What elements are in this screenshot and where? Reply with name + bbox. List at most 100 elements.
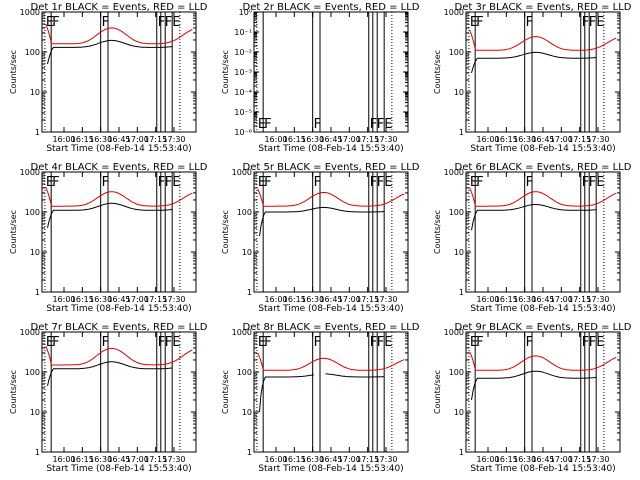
panel-title: Det 4r BLACK = Events, RED = LLD	[31, 162, 208, 173]
y-tick-label: 1000	[232, 168, 252, 177]
x-tick-label: 16:00	[264, 295, 287, 304]
x-tick-label: 16:00	[264, 455, 287, 464]
panel-det-5: Det 5r BLACK = Events, RED = LLD 1 10 100 10…	[221, 162, 420, 314]
flag-label: E	[470, 335, 478, 350]
x-tick-label: 16:45	[319, 295, 342, 304]
x-tick-label: 17:30	[374, 455, 397, 464]
panel-title: Det 7r BLACK = Events, RED = LLD	[31, 322, 208, 333]
series-events	[47, 202, 173, 229]
y-tick-label: 1000	[20, 328, 40, 337]
panel-det-1: Det 1r BLACK = Events, RED = LLD 1 10 100 10…	[9, 2, 208, 154]
x-tick-label: 17:30	[586, 455, 609, 464]
flag-label: F	[158, 335, 165, 350]
x-axis-label: Start Time (08-Feb-14 15:53:40)	[470, 464, 615, 474]
flag-label: F	[370, 175, 377, 190]
x-tick-label: 17:30	[162, 135, 185, 144]
series-events	[471, 204, 597, 231]
x-axis-label: Start Time (08-Feb-14 15:53:40)	[258, 304, 403, 314]
y-tick-label: 10⁻⁶	[234, 128, 252, 137]
series-lld	[469, 187, 617, 207]
x-tick-label: 17:15	[568, 455, 591, 464]
x-axis-label: Start Time (08-Feb-14 15:53:40)	[470, 304, 615, 314]
series-lld	[45, 23, 193, 45]
y-axis-label: Counts/sec	[221, 370, 230, 414]
flag-label: F	[52, 175, 59, 190]
y-tick-label: 100	[237, 368, 252, 377]
flag-label: F	[314, 175, 321, 190]
y-tick-label: 100	[449, 48, 464, 57]
flag-label: F	[52, 15, 59, 30]
series-events	[471, 370, 597, 401]
x-tick-label: 17:15	[144, 135, 167, 144]
flag-label: E	[258, 117, 266, 132]
plot-frame	[465, 331, 621, 453]
x-tick-label: 16:15	[495, 295, 518, 304]
x-tick-label: 16:45	[531, 295, 554, 304]
flag-label: E	[470, 15, 478, 30]
flag-label: F	[526, 175, 533, 190]
series-lld	[257, 352, 405, 371]
x-tick-label: 16:00	[52, 135, 75, 144]
flag-label: F	[526, 335, 533, 350]
x-tick-label: 17:30	[586, 135, 609, 144]
x-tick-label: 17:00	[550, 295, 573, 304]
series-lld	[469, 30, 617, 51]
x-tick-label: 17:15	[568, 295, 591, 304]
plot-frame	[253, 171, 409, 293]
flag-label: F	[264, 117, 271, 132]
y-axis-label: Counts/sec	[433, 210, 442, 254]
flag-label: F	[370, 335, 377, 350]
y-tick-label: 10	[242, 408, 252, 417]
y-tick-label: 1000	[444, 328, 464, 337]
y-axis-label: Counts/sec	[221, 210, 230, 254]
x-tick-label: 17:15	[356, 135, 379, 144]
panel-det-8: Det 8r BLACK = Events, RED = LLD 1 10 100 10…	[221, 322, 420, 474]
flag-label: E	[46, 175, 54, 190]
y-tick-label: 1	[35, 448, 40, 457]
y-axis-label: Counts/sec	[9, 370, 18, 414]
y-tick-label: 100	[25, 48, 40, 57]
y-tick-label: 10⁻²	[234, 48, 252, 57]
y-tick-label: 10⁻⁵	[234, 108, 252, 117]
panel-title: Det 5r BLACK = Events, RED = LLD	[243, 162, 420, 173]
flag-label: E	[258, 335, 266, 350]
flag-label: F	[476, 15, 483, 30]
y-tick-label: 10	[242, 248, 252, 257]
x-tick-label: 16:45	[531, 455, 554, 464]
flag-label: F	[370, 117, 377, 132]
y-tick-label: 1	[459, 448, 464, 457]
y-tick-label: 1000	[444, 168, 464, 177]
flag-label: FE	[589, 335, 605, 350]
plot-frame	[253, 331, 409, 453]
x-tick-label: 17:00	[550, 135, 573, 144]
x-tick-label: 17:15	[356, 455, 379, 464]
y-tick-label: 10⁻³	[234, 68, 252, 77]
flag-label: FE	[589, 15, 605, 30]
plot-frame	[253, 11, 409, 133]
y-tick-label: 1000	[20, 168, 40, 177]
flag-label: F	[314, 117, 321, 132]
x-tick-label: 17:30	[162, 295, 185, 304]
y-tick-label: 1	[459, 128, 464, 137]
x-tick-label: 17:30	[162, 455, 185, 464]
y-axis-label: Counts/sec	[433, 370, 442, 414]
y-tick-label: 1	[35, 288, 40, 297]
x-axis-label: Start Time (08-Feb-14 15:53:40)	[258, 464, 403, 474]
panel-title: Det 3r BLACK = Events, RED = LLD	[455, 2, 632, 13]
plot-frame	[41, 171, 197, 293]
series-lld	[45, 186, 193, 207]
flag-label: FE	[165, 15, 181, 30]
y-tick-label: 1	[247, 288, 252, 297]
series-events	[259, 206, 385, 237]
x-tick-label: 16:30	[301, 455, 324, 464]
x-tick-label: 17:00	[126, 135, 149, 144]
y-tick-label: 100	[449, 208, 464, 217]
flag-label: F	[526, 15, 533, 30]
flag-label: F	[158, 15, 165, 30]
flag-label: F	[102, 335, 109, 350]
x-axis-label: Start Time (08-Feb-14 15:53:40)	[46, 304, 191, 314]
panel-det-2: Det 2r BLACK = Events, RED = LLD 10⁻⁶ 10⁻⁵…	[221, 2, 420, 154]
flag-label: F	[158, 175, 165, 190]
x-tick-label: 16:30	[89, 455, 112, 464]
